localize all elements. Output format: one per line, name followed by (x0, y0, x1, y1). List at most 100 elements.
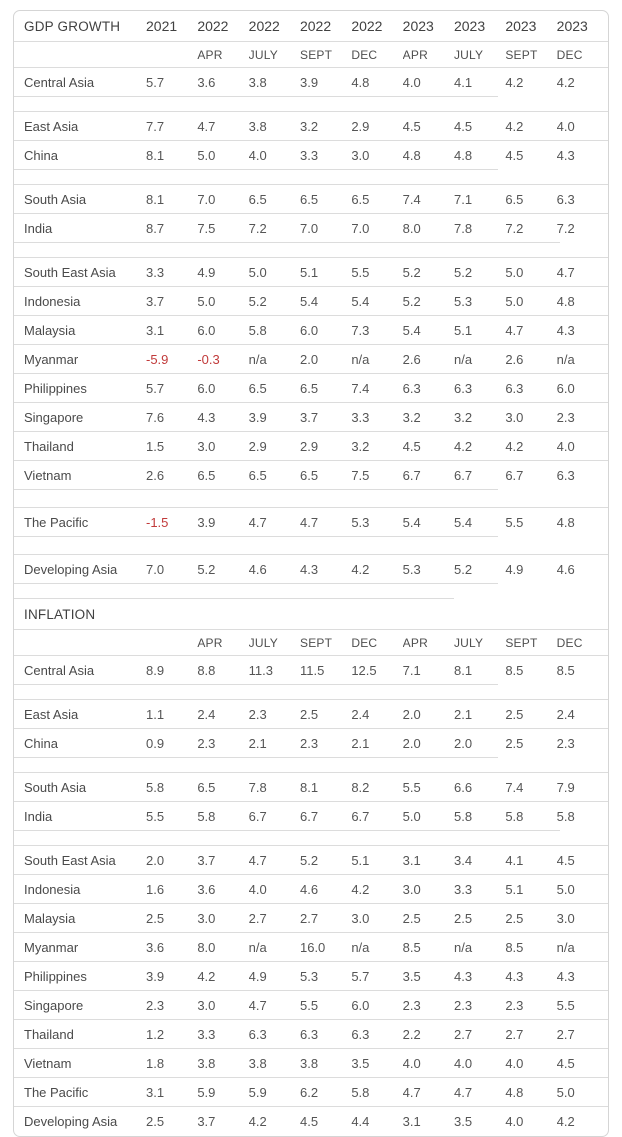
value-cell: 2.5 (146, 910, 165, 926)
value-cell: 6.0 (351, 997, 370, 1013)
value-cell: 5.2 (453, 264, 473, 280)
value-cell: 2.0 (402, 736, 421, 751)
value-cell: 4.1 (453, 75, 473, 90)
value-cell: 2.9 (248, 438, 267, 454)
inflation-period-row: APR JULY SEPT DEC APR JULY SEPT DEC (14, 630, 608, 656)
value-cell: 5.8 (351, 1084, 370, 1100)
spacer-row (14, 685, 608, 700)
year-column-header: 2021 (146, 18, 178, 34)
value-cell: 5.3 (402, 562, 421, 577)
value-cell: 4.2 (351, 881, 370, 897)
value-cell: 4.5 (556, 852, 575, 868)
value-cell: 5.9 (248, 1084, 267, 1100)
table-row: East Asia 1.1 2.4 2.3 2.5 2.4 2.0 2.1 2.5 2.4 (14, 700, 608, 729)
value-cell: 2.3 (197, 736, 216, 751)
period-column-header: JULY (248, 635, 278, 650)
value-cell: 8.1 (453, 663, 473, 678)
value-cell: 16.0 (299, 939, 326, 955)
value-cell: 4.8 (351, 75, 370, 90)
value-cell: 2.3 (402, 997, 421, 1013)
row-label: Central Asia (24, 75, 95, 90)
table-row: Singapore 7.6 4.3 3.9 3.7 3.3 3.2 3.2 3.0 2.3 (14, 403, 608, 432)
value-cell: 4.7 (556, 264, 575, 280)
value-cell: 2.6 (505, 351, 524, 367)
table-row: Thailand 1.5 3.0 2.9 2.9 3.2 4.5 4.2 4.2 4.0 (14, 432, 608, 461)
value-cell: 1.6 (146, 881, 165, 897)
value-cell: 6.3 (402, 380, 421, 396)
value-cell: 6.3 (453, 380, 473, 396)
value-cell: 7.0 (197, 191, 216, 207)
value-cell: 5.8 (453, 809, 473, 824)
value-cell: 7.8 (453, 221, 473, 236)
value-cell: 3.9 (146, 968, 165, 984)
value-cell: 11.3 (248, 663, 273, 678)
value-cell: 3.5 (453, 1114, 473, 1129)
gdp-growth-header-row: GDP GROWTH 2021 2022 2022 2022 2022 2023… (14, 11, 608, 42)
value-cell: 5.2 (197, 562, 216, 577)
value-cell: 4.5 (505, 148, 524, 163)
value-cell: 4.1 (505, 852, 524, 868)
value-cell: 4.2 (556, 1114, 575, 1129)
value-cell: 2.6 (146, 468, 165, 483)
table-row: East Asia 7.7 4.7 3.8 3.2 2.9 4.5 4.5 4.2 4.0 (14, 112, 608, 141)
value-cell: 2.5 (505, 706, 524, 722)
value-cell: 6.5 (248, 380, 267, 396)
value-cell: -1.5 (146, 515, 169, 530)
row-label: Thailand (24, 1026, 74, 1042)
value-cell: 7.1 (453, 191, 473, 207)
value-cell: 2.1 (248, 736, 267, 751)
value-cell: 3.0 (197, 910, 216, 926)
value-cell: 5.2 (248, 293, 267, 309)
value-cell: 5.2 (402, 264, 421, 280)
value-cell: 5.2 (299, 852, 319, 868)
value-cell: 4.2 (351, 562, 370, 577)
period-column-header: JULY (453, 635, 484, 650)
spacer-row (14, 537, 608, 555)
gdp-growth-period-row: APR JULY SEPT DEC APR JULY SEPT DEC (14, 42, 608, 68)
value-cell: 4.5 (402, 438, 421, 454)
value-cell: 4.7 (248, 852, 267, 868)
value-cell: 7.7 (146, 118, 165, 134)
row-label: Developing Asia (24, 1114, 118, 1129)
value-cell: 3.5 (351, 1055, 370, 1071)
table-row: Myanmar 3.6 8.0 n/a 16.0 n/a 8.5 n/a 8.5 n/a (14, 933, 608, 962)
value-cell: 2.3 (556, 736, 575, 751)
value-cell: 8.0 (197, 939, 216, 955)
value-cell: 4.7 (248, 515, 267, 530)
value-cell: 4.8 (505, 1084, 524, 1100)
row-label: Vietnam (24, 1055, 72, 1071)
row-label: India (24, 221, 53, 236)
value-cell: 6.7 (248, 809, 267, 824)
period-column-header: APR (197, 47, 223, 62)
value-cell: 6.2 (299, 1084, 319, 1100)
row-label: The Pacific (24, 515, 89, 530)
value-cell: 2.7 (299, 910, 319, 926)
table-row: Developing Asia 2.5 3.7 4.2 4.5 4.4 3.1 3.5 4.0 4… (14, 1107, 608, 1136)
spacer-row (14, 490, 608, 508)
value-cell: 3.0 (351, 148, 370, 163)
table-row: Central Asia 5.7 3.6 3.8 3.9 4.8 4.0 4.1 4.2 4.2 (14, 68, 608, 97)
row-label: South Asia (24, 191, 87, 207)
value-cell: 7.0 (146, 562, 165, 577)
row-label: Indonesia (24, 293, 81, 309)
value-cell: 5.4 (402, 322, 421, 338)
value-cell: 6.3 (556, 468, 575, 483)
row-label: Singapore (24, 409, 84, 425)
value-cell: 3.2 (402, 409, 421, 425)
value-cell: 8.5 (556, 663, 575, 678)
value-cell: 8.2 (351, 779, 370, 795)
period-column-header: DEC (556, 635, 583, 650)
value-cell: 2.5 (453, 910, 473, 926)
value-cell: 4.0 (248, 148, 267, 163)
value-cell: 7.8 (248, 779, 267, 795)
value-cell: 4.8 (453, 148, 473, 163)
value-cell: -5.9 (146, 351, 169, 367)
value-cell: 4.8 (402, 148, 421, 163)
row-label: Malaysia (24, 322, 76, 338)
value-cell: 2.3 (248, 706, 267, 722)
table-row: India 5.5 5.8 6.7 6.7 6.7 5.0 5.8 5.8 5.8 (14, 802, 608, 831)
value-cell: 6.0 (197, 380, 216, 396)
table-row: Myanmar -5.9 -0.3 n/a 2.0 n/a 2.6 n/a 2.6 n/a (14, 345, 608, 374)
value-cell: 2.2 (402, 1026, 421, 1042)
value-cell: 3.0 (402, 881, 421, 897)
